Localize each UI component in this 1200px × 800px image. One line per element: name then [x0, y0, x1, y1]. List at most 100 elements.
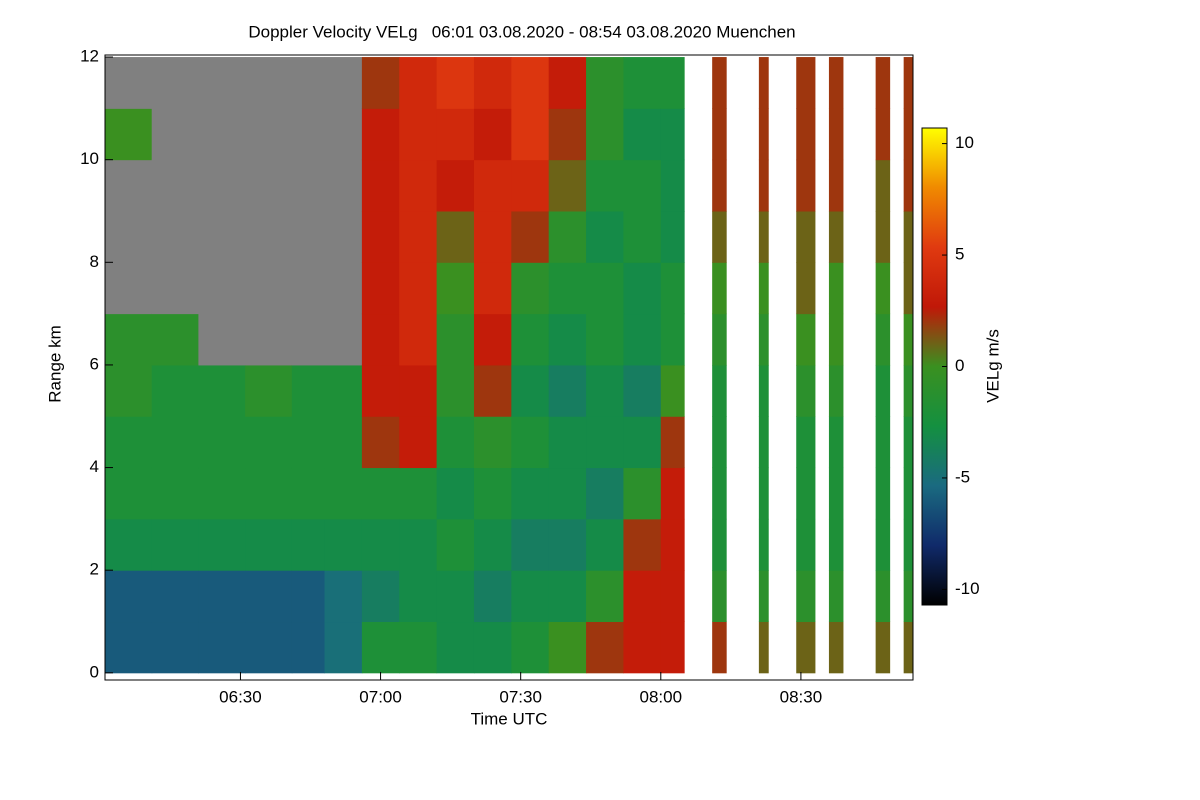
- y-tick-label: 6: [90, 354, 99, 373]
- cell: [436, 262, 475, 315]
- cell: [712, 262, 727, 315]
- cell: [151, 621, 199, 674]
- cell: [436, 518, 475, 571]
- cell: [903, 570, 914, 623]
- cell: [796, 210, 816, 263]
- cell: [291, 621, 326, 674]
- cell: [828, 621, 844, 674]
- cell: [399, 416, 438, 469]
- cell: [875, 467, 891, 520]
- cell: [473, 518, 512, 571]
- cell: [511, 57, 550, 109]
- cell: [436, 159, 475, 212]
- cell: [105, 262, 153, 315]
- cell: [473, 364, 512, 417]
- cell: [828, 570, 844, 623]
- cell: [436, 364, 475, 417]
- cell: [548, 518, 587, 571]
- cell: [875, 57, 891, 109]
- cell: [399, 518, 438, 571]
- cell: [623, 262, 662, 315]
- cell: [712, 518, 727, 571]
- cell: [198, 210, 246, 263]
- cell: [324, 210, 363, 263]
- cell: [875, 262, 891, 315]
- cell: [903, 313, 914, 366]
- cell: [758, 621, 769, 674]
- cell: [623, 570, 662, 623]
- cell: [198, 621, 246, 674]
- cell: [399, 621, 438, 674]
- colorbar-tick-label: -5: [955, 467, 970, 486]
- cell: [548, 570, 587, 623]
- cell: [436, 210, 475, 263]
- cell: [548, 467, 587, 520]
- cell: [361, 313, 400, 366]
- cell: [361, 159, 400, 212]
- cell: [324, 621, 363, 674]
- cell: [875, 159, 891, 212]
- cell: [105, 518, 153, 571]
- cell: [291, 313, 326, 366]
- cell: [511, 364, 550, 417]
- cell: [903, 159, 914, 212]
- y-tick-label: 12: [80, 47, 99, 66]
- cell: [245, 621, 293, 674]
- cell: [586, 570, 624, 623]
- cell: [548, 57, 587, 109]
- cell: [623, 364, 662, 417]
- cell: [660, 621, 685, 674]
- y-axis-label: Range km: [45, 325, 64, 402]
- cell: [361, 364, 400, 417]
- cell: [198, 518, 246, 571]
- cell: [660, 57, 685, 109]
- cell: [712, 364, 727, 417]
- cell: [875, 108, 891, 161]
- cell: [399, 262, 438, 315]
- cell: [151, 416, 199, 469]
- colorbar-tick-label: -10: [955, 579, 980, 598]
- cell: [151, 364, 199, 417]
- cell: [586, 467, 624, 520]
- cell: [473, 159, 512, 212]
- cell: [548, 416, 587, 469]
- cell: [758, 57, 769, 109]
- cell: [586, 416, 624, 469]
- cell: [758, 467, 769, 520]
- cell: [245, 57, 293, 109]
- cell: [828, 210, 844, 263]
- cell: [198, 364, 246, 417]
- cell: [399, 570, 438, 623]
- cell: [198, 313, 246, 366]
- cell: [511, 108, 550, 161]
- cell: [291, 364, 326, 417]
- cell: [828, 467, 844, 520]
- cell: [198, 570, 246, 623]
- cell: [511, 621, 550, 674]
- cell: [796, 159, 816, 212]
- cell: [903, 108, 914, 161]
- cell: [511, 210, 550, 263]
- cell: [586, 621, 624, 674]
- cell: [361, 108, 400, 161]
- cell: [361, 416, 400, 469]
- cell: [361, 467, 400, 520]
- cell: [623, 518, 662, 571]
- cell: [105, 570, 153, 623]
- cell: [660, 416, 685, 469]
- y-tick-label: 8: [90, 252, 99, 271]
- cell: [151, 262, 199, 315]
- cell: [151, 159, 199, 212]
- cell: [198, 416, 246, 469]
- cell: [151, 518, 199, 571]
- cell: [399, 364, 438, 417]
- cell: [586, 108, 624, 161]
- cell: [291, 57, 326, 109]
- cell: [399, 313, 438, 366]
- cell: [245, 467, 293, 520]
- cell: [245, 518, 293, 571]
- cell: [105, 416, 153, 469]
- cell: [473, 313, 512, 366]
- cell: [198, 108, 246, 161]
- cell: [623, 159, 662, 212]
